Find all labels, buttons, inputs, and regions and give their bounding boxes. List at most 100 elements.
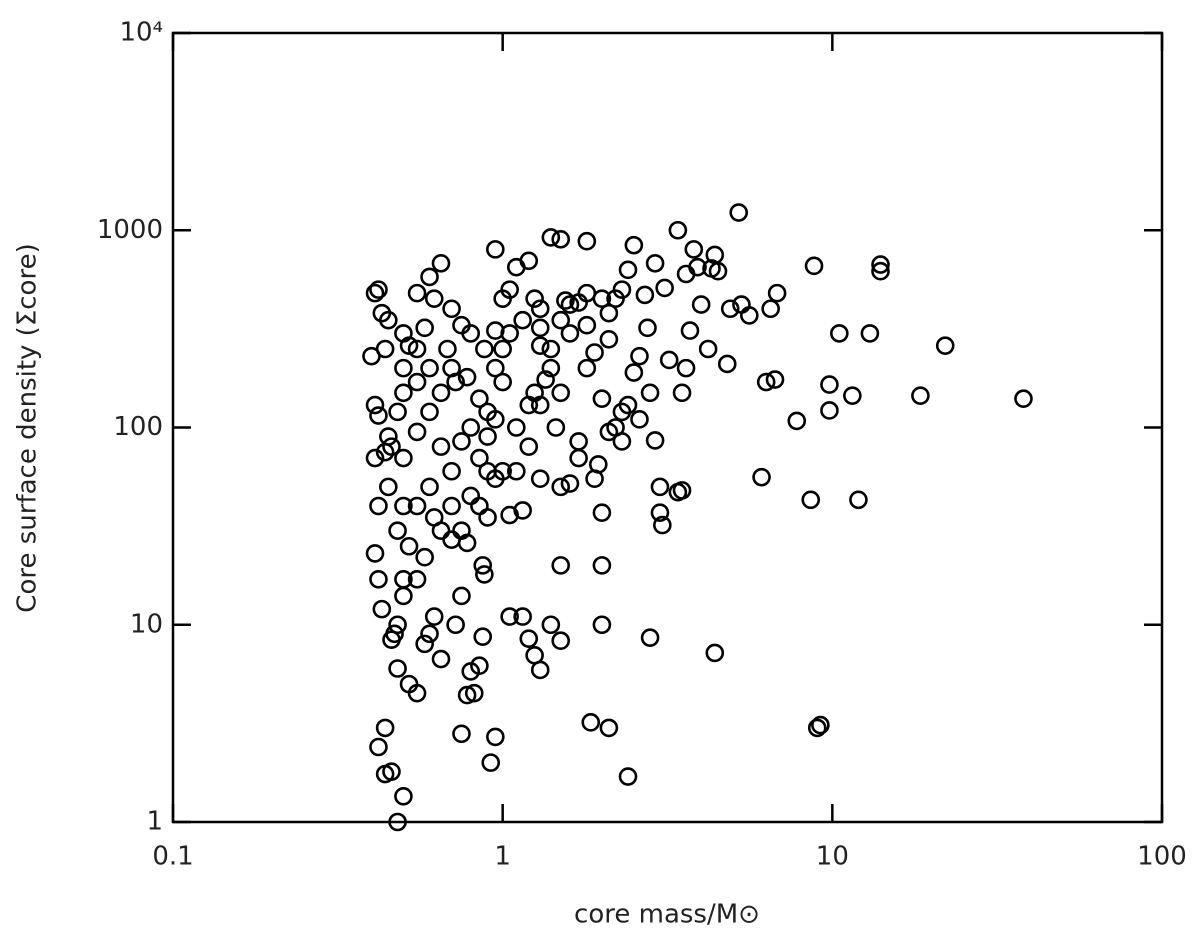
point: [767, 283, 787, 303]
point: [752, 467, 771, 487]
point: [765, 370, 785, 389]
point: [592, 615, 612, 635]
point: [507, 461, 526, 481]
point: [541, 358, 561, 378]
point: [581, 713, 601, 732]
x-axis-label: core mass/M⊙: [574, 900, 760, 930]
point: [935, 336, 955, 355]
y-tick-label: 100: [113, 412, 163, 442]
point: [560, 324, 580, 343]
point: [756, 372, 776, 392]
point: [478, 461, 497, 481]
point: [481, 753, 501, 772]
point: [382, 630, 401, 649]
point: [394, 786, 413, 806]
point: [612, 280, 632, 299]
point: [475, 339, 494, 359]
point: [486, 240, 505, 259]
point: [473, 627, 493, 646]
point: [369, 569, 388, 589]
point: [500, 607, 519, 626]
point: [645, 253, 665, 273]
point: [388, 402, 407, 422]
point: [372, 303, 392, 323]
x-tick-label: 100: [1137, 842, 1187, 872]
point: [513, 310, 532, 330]
point: [551, 631, 571, 651]
point: [801, 490, 821, 510]
point: [630, 346, 649, 366]
point: [375, 764, 395, 784]
point: [500, 280, 519, 299]
point: [388, 812, 407, 832]
point: [452, 315, 471, 335]
point: [720, 299, 740, 319]
point: [599, 303, 619, 323]
point: [420, 267, 439, 287]
point: [599, 718, 619, 738]
point: [1014, 389, 1033, 408]
point: [911, 386, 930, 405]
plot-frame: [171, 31, 1164, 824]
point: [388, 659, 407, 678]
point: [599, 422, 619, 442]
point: [645, 431, 665, 450]
x-tick-label: 0.1: [152, 842, 193, 872]
point: [560, 295, 580, 314]
point: [519, 437, 539, 456]
point: [461, 486, 481, 506]
point: [431, 253, 451, 273]
point: [530, 299, 550, 319]
point: [375, 718, 395, 738]
point: [486, 358, 505, 378]
point: [388, 615, 407, 635]
point: [475, 565, 494, 584]
point: [388, 521, 407, 540]
point: [546, 418, 566, 437]
point: [684, 240, 704, 259]
point: [761, 299, 780, 319]
point: [369, 406, 388, 425]
point: [672, 481, 692, 500]
point: [585, 343, 604, 362]
point: [551, 229, 571, 249]
point: [365, 395, 385, 415]
point: [569, 432, 588, 451]
point: [365, 544, 385, 563]
point: [379, 477, 398, 497]
point: [659, 350, 679, 370]
point: [407, 422, 427, 442]
point: [592, 389, 612, 408]
point: [624, 363, 644, 382]
point: [807, 718, 827, 738]
point: [399, 674, 419, 694]
point: [655, 278, 674, 298]
point: [860, 324, 880, 343]
point: [407, 283, 427, 303]
point: [446, 615, 465, 635]
point: [820, 375, 839, 394]
point: [624, 235, 644, 255]
x-tick-label: 10: [816, 842, 849, 872]
point: [676, 358, 696, 378]
point: [630, 410, 649, 429]
point: [830, 324, 849, 343]
point: [638, 318, 657, 338]
point: [473, 556, 493, 575]
point: [640, 628, 660, 647]
point: [732, 295, 751, 314]
point: [399, 336, 419, 355]
point: [569, 448, 588, 468]
point: [680, 321, 700, 340]
point: [365, 283, 385, 303]
point: [394, 496, 413, 516]
point: [407, 372, 427, 392]
point: [431, 521, 451, 540]
point: [618, 395, 638, 415]
point: [577, 283, 597, 303]
point: [478, 508, 497, 527]
point: [513, 501, 532, 520]
point: [461, 418, 481, 437]
point: [551, 556, 571, 575]
